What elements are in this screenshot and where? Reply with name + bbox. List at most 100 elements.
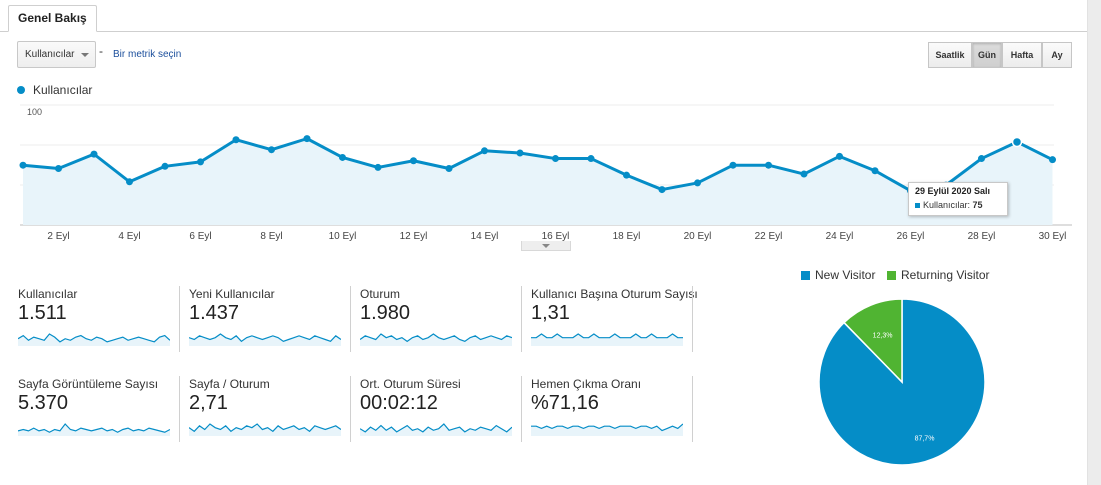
- divider: [521, 286, 522, 352]
- divider: [179, 286, 180, 352]
- data-point[interactable]: [1049, 156, 1056, 164]
- x-tick-label: 14 Eyl: [471, 231, 499, 242]
- metric-label: Yeni Kullanıcılar: [189, 287, 275, 301]
- scrollbar[interactable]: [1087, 0, 1101, 485]
- sparkline-line: [360, 423, 512, 433]
- data-point[interactable]: [161, 162, 169, 170]
- data-point[interactable]: [587, 155, 595, 163]
- legend-swatch: [887, 271, 896, 280]
- metric-value: 5.370: [18, 392, 69, 414]
- x-tick-label: 18 Eyl: [613, 231, 641, 242]
- tooltip-label: Kullanıcılar:: [923, 200, 971, 210]
- metric-value: 00:02:12: [360, 392, 438, 414]
- pie-legend-new: New Visitor: [801, 268, 875, 282]
- data-point[interactable]: [800, 170, 808, 178]
- metric-tile-bounce-rate[interactable]: Hemen Çıkma Oranı %71,16: [531, 377, 693, 455]
- x-tick-label: 8 Eyl: [260, 231, 282, 242]
- x-tick-label: 4 Eyl: [118, 231, 140, 242]
- metric-label: Oturum: [360, 287, 401, 301]
- metric-tile-pageviews[interactable]: Sayfa Görüntüleme Sayısı 5.370: [18, 377, 180, 455]
- tab-genel-bakis[interactable]: Genel Bakış: [8, 5, 97, 32]
- data-point[interactable]: [19, 161, 27, 169]
- divider: [692, 286, 693, 352]
- data-point[interactable]: [268, 146, 275, 154]
- data-point[interactable]: [303, 135, 311, 143]
- pie-legend-label: New Visitor: [815, 268, 876, 282]
- sparkline: [531, 423, 683, 436]
- divider: [350, 286, 351, 352]
- metric-label: Hemen Çıkma Oranı: [531, 377, 642, 391]
- sparkline-line: [18, 333, 170, 343]
- sparkline-area: [531, 424, 683, 436]
- data-point[interactable]: [481, 147, 488, 155]
- data-point[interactable]: [978, 155, 985, 163]
- sparkline: [18, 333, 170, 346]
- series-area: [23, 138, 1053, 225]
- metric-tile-users[interactable]: Kullanıcılar 1.511: [18, 287, 180, 365]
- divider: [179, 376, 180, 442]
- series-line: [22, 137, 1054, 193]
- metric-value: 1.437: [189, 302, 240, 324]
- sparkline-line: [189, 333, 341, 343]
- metric-label: Kullanıcı Başına Oturum Sayısı: [531, 287, 698, 301]
- data-point[interactable]: [90, 150, 98, 158]
- sparkline: [18, 423, 170, 436]
- data-point[interactable]: [694, 179, 701, 187]
- chart-collapse-handle[interactable]: [521, 241, 571, 251]
- metric-value: 1.980: [360, 302, 411, 324]
- data-point[interactable]: [658, 186, 666, 194]
- data-point[interactable]: [623, 171, 630, 179]
- metric-tile-sessions-per-user[interactable]: Kullanıcı Başına Oturum Sayısı 1,31: [531, 287, 698, 365]
- data-point[interactable]: [126, 178, 133, 186]
- metric-value: 2,71: [189, 392, 228, 414]
- data-point[interactable]: [55, 165, 62, 173]
- metric-value: 1,31: [531, 302, 570, 324]
- granularity-week-button[interactable]: Hafta: [1002, 42, 1042, 68]
- data-point[interactable]: [729, 161, 737, 169]
- series-legend-label: Kullanıcılar: [33, 83, 93, 97]
- data-point[interactable]: [197, 158, 204, 166]
- sparkline-area: [360, 334, 512, 346]
- metric-tile-sessions[interactable]: Oturum 1.980: [360, 287, 522, 365]
- data-point[interactable]: [765, 161, 772, 169]
- pie-slice[interactable]: [842, 298, 903, 384]
- metric-label: Ort. Oturum Süresi: [360, 377, 461, 391]
- tooltip-value: 75: [972, 200, 983, 210]
- metric-dropdown-label: Kullanıcılar: [25, 49, 75, 60]
- data-point[interactable]: [339, 153, 346, 161]
- y-tick-label: 100: [27, 107, 42, 117]
- data-point[interactable]: [871, 167, 879, 175]
- divider: [350, 376, 351, 442]
- legend-swatch: [801, 271, 810, 280]
- sparkline-line: [531, 423, 683, 432]
- metric-value: 1.511: [18, 302, 67, 324]
- granularity-month-button[interactable]: Ay: [1042, 42, 1072, 68]
- tooltip-row: Kullanıcılar: 75: [915, 200, 1001, 210]
- x-tick-label: 20 Eyl: [684, 231, 712, 242]
- x-tick-label: 10 Eyl: [329, 231, 357, 242]
- visitor-type-pie[interactable]: 87,7% 12,3%: [817, 297, 987, 467]
- data-point[interactable]: [374, 163, 382, 171]
- data-point[interactable]: [836, 152, 843, 160]
- granularity-hourly-button[interactable]: Saatlik: [928, 42, 972, 68]
- data-point[interactable]: [410, 157, 417, 165]
- metric-dropdown[interactable]: Kullanıcılar: [17, 41, 96, 68]
- data-point[interactable]: [516, 149, 524, 157]
- metric-tile-avg-session-duration[interactable]: Ort. Oturum Süresi 00:02:12: [360, 377, 522, 455]
- data-point[interactable]: [232, 136, 240, 144]
- data-point[interactable]: [1011, 136, 1023, 148]
- data-point[interactable]: [445, 165, 453, 173]
- tooltip-swatch: [915, 203, 920, 209]
- sparkline: [189, 423, 341, 436]
- series-legend-marker: [17, 86, 25, 94]
- tooltip-title: 29 Eylül 2020 Salı: [915, 186, 991, 196]
- secondary-metric-link[interactable]: Bir metrik seçin: [113, 49, 182, 60]
- metric-value: %71,16: [531, 392, 599, 414]
- data-point[interactable]: [552, 155, 559, 163]
- metric-tile-new-users[interactable]: Yeni Kullanıcılar 1.437: [189, 287, 351, 365]
- metric-tile-pages-per-session[interactable]: Sayfa / Oturum 2,71: [189, 377, 351, 455]
- divider: [692, 376, 693, 442]
- granularity-day-button[interactable]: Gün: [972, 42, 1002, 68]
